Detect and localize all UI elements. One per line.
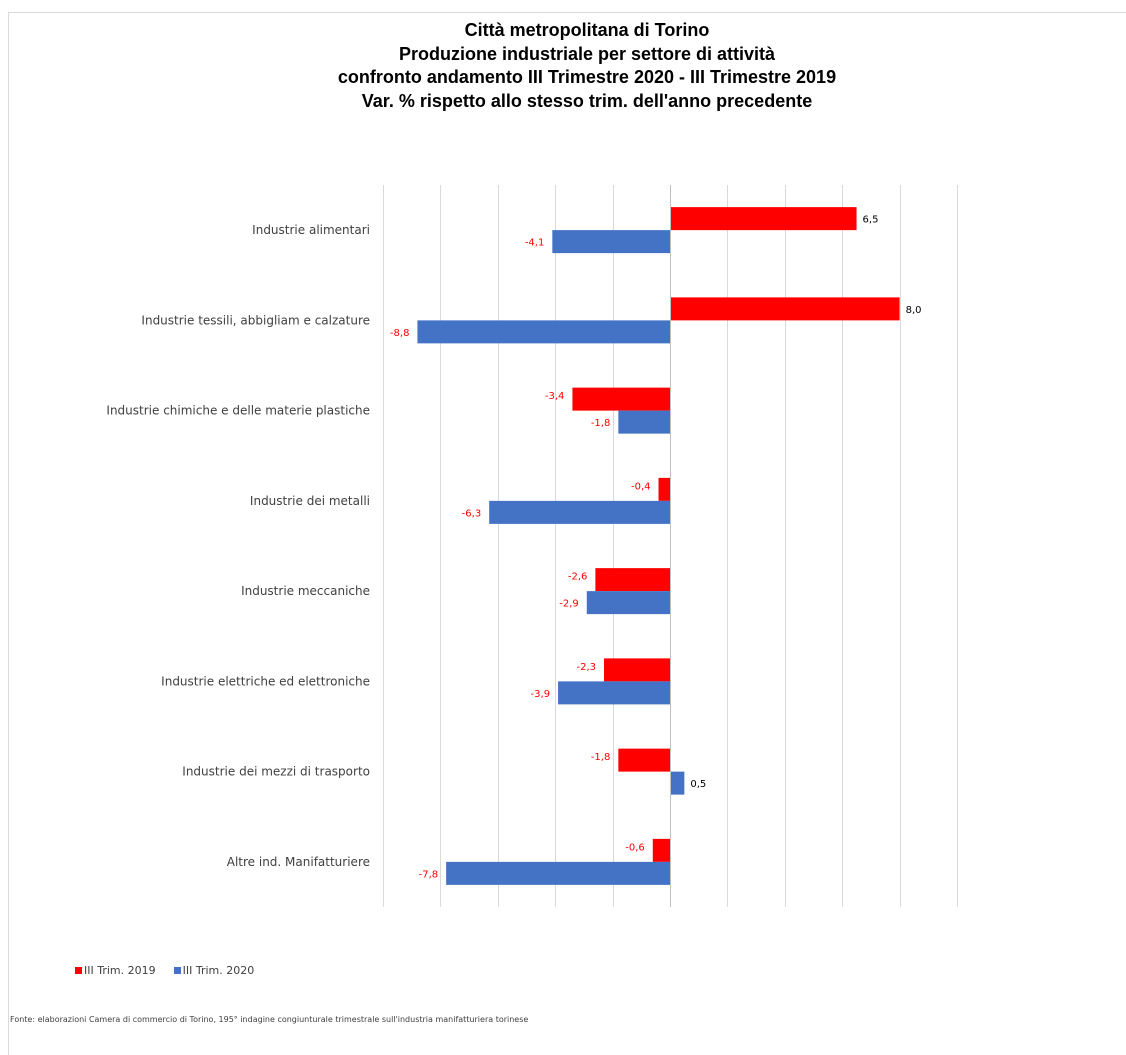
legend-swatch-2020 xyxy=(173,967,181,974)
category-label: Industrie dei metalli xyxy=(250,494,370,508)
data-label: -0,4 xyxy=(631,481,651,492)
chart-frame xyxy=(8,12,1126,1055)
bar-2019 xyxy=(670,297,900,321)
data-label: -8,8 xyxy=(390,328,410,339)
chart-title-line-2: Produzione industriale per settore di at… xyxy=(398,44,776,64)
data-label: 8,0 xyxy=(906,305,922,316)
chart-title-line-4: Var. % rispetto allo stesso trim. dell'a… xyxy=(361,91,813,111)
legend-swatch-2019 xyxy=(75,967,82,974)
category-label: Industrie alimentari xyxy=(252,223,370,237)
legend-item-2020: III Trim. 2020 xyxy=(173,964,255,977)
chart-title-line-3: confronto andamento III Trimestre 2020 -… xyxy=(337,67,837,87)
data-label: -2,6 xyxy=(568,572,588,583)
category-label: Industrie meccaniche xyxy=(241,584,370,598)
data-label: -7,8 xyxy=(419,869,439,880)
data-label: -6,3 xyxy=(462,508,482,519)
bar-2019 xyxy=(595,568,670,592)
bar-2020 xyxy=(670,771,685,795)
legend-label-2020: III Trim. 2020 xyxy=(182,964,255,977)
data-label: -1,8 xyxy=(591,752,611,763)
bar-2020 xyxy=(586,591,670,615)
data-label: -3,4 xyxy=(545,391,565,402)
legend-item-2019: III Trim. 2019 xyxy=(75,964,156,977)
data-label: 6,5 xyxy=(863,215,879,226)
bar-2020 xyxy=(618,410,670,434)
bar-2020 xyxy=(558,681,670,705)
category-label: Altre ind. Manifatturiere xyxy=(227,855,370,869)
data-label: -4,1 xyxy=(525,238,545,249)
legend-label-2019: III Trim. 2019 xyxy=(84,964,156,977)
data-label: -2,3 xyxy=(576,662,596,673)
category-label: Industrie tessili, abbigliam e calzature xyxy=(141,313,370,327)
bar-2020 xyxy=(417,320,670,344)
bar-2019 xyxy=(652,838,670,862)
chart-title-line-1: Città metropolitana di Torino xyxy=(464,20,710,40)
data-label: -0,6 xyxy=(625,842,645,853)
source-note: Fonte: elaborazioni Camera di commercio … xyxy=(10,1015,529,1024)
chart-legend: III Trim. 2019 III Trim. 2020 xyxy=(75,964,272,977)
bar-2020 xyxy=(489,500,670,524)
category-label: Industrie elettriche ed elettroniche xyxy=(161,674,370,688)
data-label: 0,5 xyxy=(690,779,706,790)
bar-2020 xyxy=(552,230,670,254)
bar-2019 xyxy=(670,207,857,231)
category-label: Industrie chimiche e delle materie plast… xyxy=(106,404,370,418)
bar-2019 xyxy=(572,387,670,411)
category-label: Industrie dei mezzi di trasporto xyxy=(182,765,370,779)
bar-2019 xyxy=(603,658,670,682)
bar-2020 xyxy=(446,861,670,885)
bar-2019 xyxy=(618,748,670,772)
data-label: -1,8 xyxy=(591,418,611,429)
data-label: -3,9 xyxy=(531,689,551,700)
bar-2019 xyxy=(658,477,670,501)
data-label: -2,9 xyxy=(559,599,579,610)
